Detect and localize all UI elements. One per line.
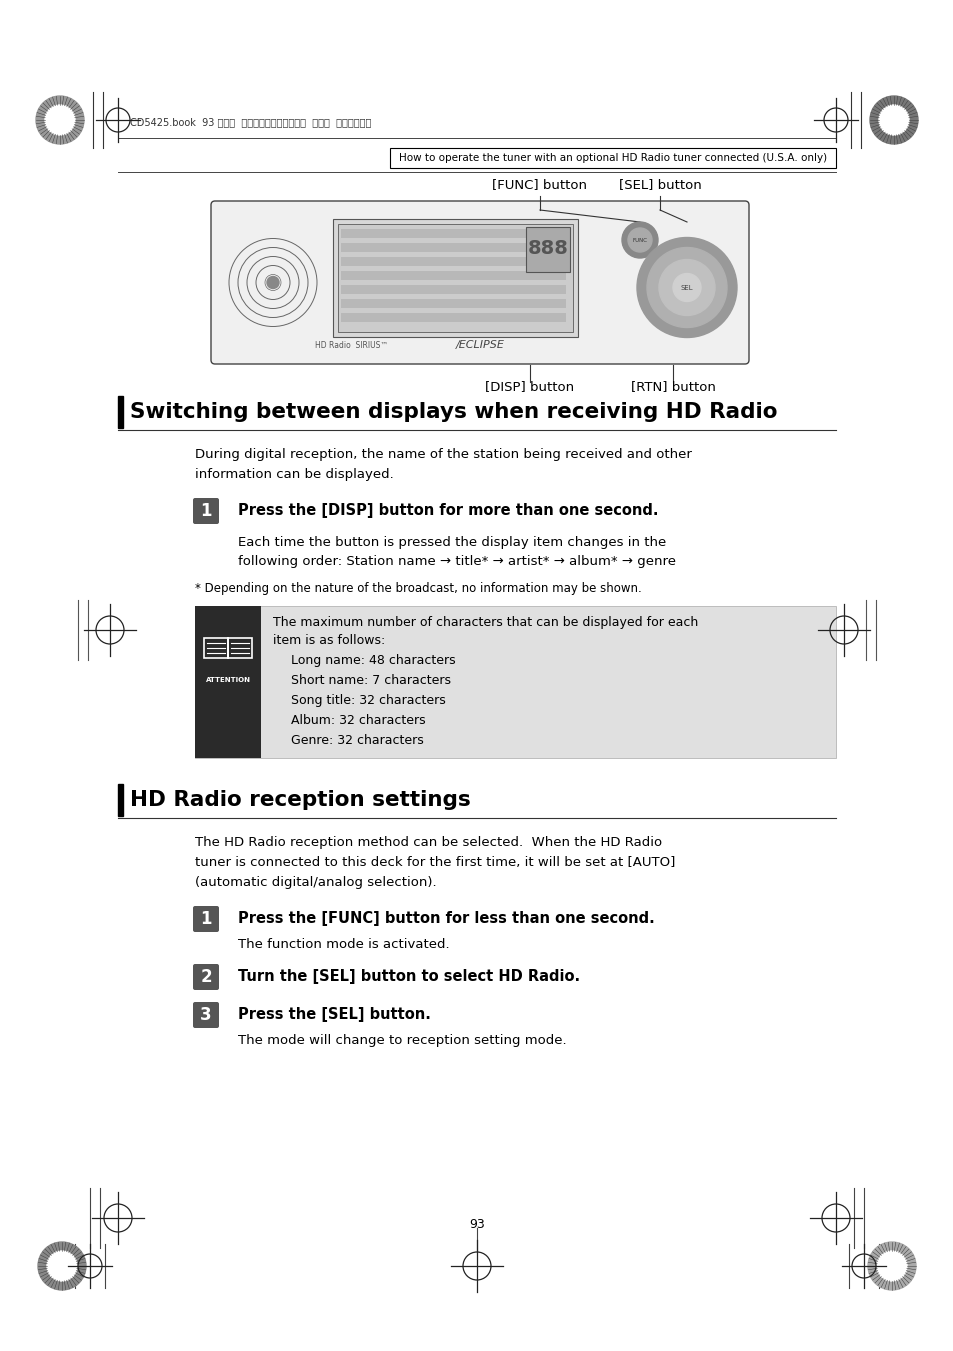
Text: Press the [SEL] button.: Press the [SEL] button.: [237, 1008, 431, 1023]
Circle shape: [627, 228, 651, 253]
Text: Each time the button is pressed the display item changes in the: Each time the button is pressed the disp…: [237, 536, 665, 549]
Text: 888: 888: [527, 239, 568, 258]
Text: [FUNC] button: [FUNC] button: [492, 178, 587, 190]
Bar: [340, 243, 565, 253]
FancyBboxPatch shape: [193, 907, 219, 932]
Text: Switching between displays when receiving HD Radio: Switching between displays when receivin…: [130, 403, 777, 422]
Text: Press the [DISP] button for more than one second.: Press the [DISP] button for more than on…: [237, 504, 658, 519]
Text: FUNC: FUNC: [632, 238, 647, 242]
FancyBboxPatch shape: [193, 965, 219, 990]
Bar: [340, 299, 565, 308]
FancyBboxPatch shape: [211, 201, 748, 363]
Text: * Depending on the nature of the broadcast, no information may be shown.: * Depending on the nature of the broadca…: [194, 582, 641, 594]
Circle shape: [672, 273, 700, 301]
Bar: [340, 230, 565, 238]
Circle shape: [621, 222, 658, 258]
Text: The function mode is activated.: The function mode is activated.: [237, 938, 449, 951]
Circle shape: [267, 277, 278, 289]
Bar: [340, 285, 565, 295]
Text: SEL: SEL: [680, 285, 693, 290]
Text: Turn the [SEL] button to select HD Radio.: Turn the [SEL] button to select HD Radio…: [237, 970, 579, 985]
Text: /ECLIPSE: /ECLIPSE: [456, 340, 504, 350]
Circle shape: [637, 238, 737, 338]
Bar: [390, 149, 835, 168]
Text: 1: 1: [200, 911, 212, 928]
Text: How to operate the tuner with an optional HD Radio tuner connected (U.S.A. only): How to operate the tuner with an optiona…: [398, 153, 826, 163]
Bar: [194, 607, 835, 758]
Text: 93: 93: [469, 1217, 484, 1231]
Circle shape: [45, 105, 75, 135]
Bar: [340, 272, 565, 280]
Bar: [340, 257, 565, 266]
Text: HD Radio  SIRIUS™: HD Radio SIRIUS™: [314, 340, 388, 350]
FancyBboxPatch shape: [193, 499, 219, 524]
Text: ATTENTION: ATTENTION: [205, 677, 251, 684]
Text: information can be displayed.: information can be displayed.: [194, 467, 394, 481]
Text: Genre: 32 characters: Genre: 32 characters: [291, 734, 423, 747]
Text: following order: Station name → title* → artist* → album* → genre: following order: Station name → title* →…: [237, 555, 676, 567]
Circle shape: [867, 1242, 915, 1290]
Text: tuner is connected to this deck for the first time, it will be set at [AUTO]: tuner is connected to this deck for the …: [194, 857, 675, 869]
Text: 3: 3: [200, 1006, 212, 1024]
Text: 2: 2: [200, 969, 212, 986]
FancyBboxPatch shape: [193, 1002, 219, 1028]
Bar: [337, 224, 573, 332]
Text: During digital reception, the name of the station being received and other: During digital reception, the name of th…: [194, 449, 691, 461]
Bar: [340, 313, 565, 322]
Text: Press the [FUNC] button for less than one second.: Press the [FUNC] button for less than on…: [237, 912, 654, 927]
Circle shape: [869, 96, 917, 145]
Text: Long name: 48 characters: Long name: 48 characters: [291, 654, 456, 667]
Bar: [525, 227, 569, 272]
Text: [DISP] button: [DISP] button: [485, 380, 574, 393]
Bar: [333, 219, 578, 336]
Text: 1: 1: [200, 503, 212, 520]
Text: Album: 32 characters: Album: 32 characters: [291, 713, 425, 727]
Circle shape: [646, 247, 726, 327]
Text: Song title: 32 characters: Song title: 32 characters: [291, 694, 445, 707]
Circle shape: [38, 1242, 86, 1290]
Circle shape: [876, 1251, 906, 1281]
Bar: [118, 784, 123, 816]
Text: [SEL] button: [SEL] button: [618, 178, 700, 190]
Text: item is as follows:: item is as follows:: [273, 634, 385, 647]
Circle shape: [659, 259, 714, 316]
Circle shape: [47, 1251, 77, 1281]
Text: Short name: 7 characters: Short name: 7 characters: [291, 674, 451, 688]
Bar: [194, 607, 261, 758]
Text: The mode will change to reception setting mode.: The mode will change to reception settin…: [237, 1034, 566, 1047]
Text: [RTN] button: [RTN] button: [630, 380, 715, 393]
Text: The HD Radio reception method can be selected.  When the HD Radio: The HD Radio reception method can be sel…: [194, 836, 661, 848]
Text: HD Radio reception settings: HD Radio reception settings: [130, 790, 470, 811]
Text: (automatic digital/analog selection).: (automatic digital/analog selection).: [194, 875, 436, 889]
Text: The maximum number of characters that can be displayed for each: The maximum number of characters that ca…: [273, 616, 698, 630]
Bar: [118, 396, 123, 428]
Text: CD5425.book  93 ページ  ２００４年１２月１１日  土曜日  午後５時９分: CD5425.book 93 ページ ２００４年１２月１１日 土曜日 午後５時９…: [130, 118, 371, 127]
Circle shape: [878, 105, 908, 135]
Circle shape: [36, 96, 84, 145]
